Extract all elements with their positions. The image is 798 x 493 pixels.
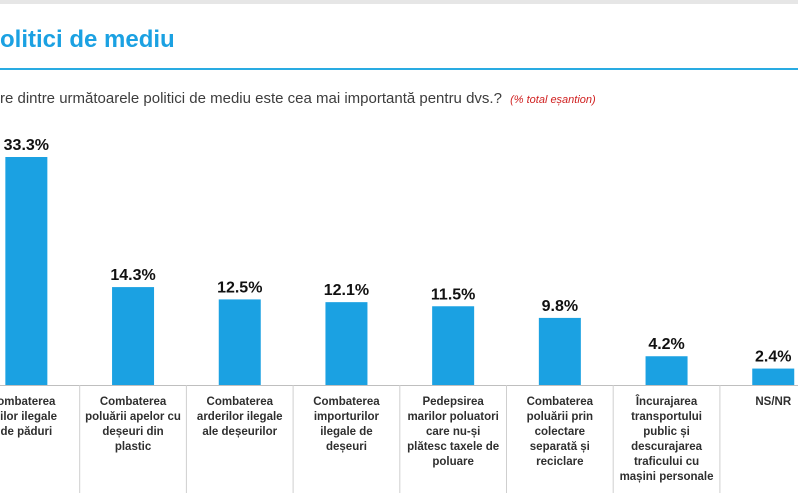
category-label-1: ombaterea rilor ilegale de păduri [0, 396, 57, 438]
bar-6 [538, 317, 581, 385]
value-label-7: 4.2% [648, 336, 684, 353]
category-label-line: reciclare [536, 456, 583, 468]
category-label-8: NS/NR [755, 396, 791, 408]
bar-1 [5, 157, 48, 385]
category-label-line: deșeuri din [102, 426, 163, 438]
category-label-line: traficului cu [634, 456, 699, 468]
value-label-4: 12.1% [324, 282, 369, 299]
category-label-line: care nu-și [426, 426, 480, 438]
category-label-line: rilor ilegale [0, 411, 57, 423]
bar-7 [645, 356, 688, 385]
category-label-line: poluare [432, 456, 474, 468]
category-label-line: public și [643, 426, 690, 438]
title-rule [0, 68, 798, 70]
category-label-line: arderilor ilegale [197, 411, 283, 423]
category-label-line: ombaterea [0, 396, 56, 408]
top-border [0, 0, 798, 4]
category-label-line: Combaterea [527, 396, 594, 408]
question-text: re dintre următoarele politici de mediu … [0, 90, 502, 107]
sample-note: (% total eșantion) [510, 94, 596, 106]
category-label-line: NS/NR [755, 396, 791, 408]
value-label-6: 9.8% [542, 298, 578, 315]
category-label-line: separată și [530, 441, 590, 453]
bar-4 [325, 302, 368, 385]
category-label-line: Combaterea [207, 396, 274, 408]
survey-question: re dintre următoarele politici de mediu … [0, 90, 596, 107]
category-label-line: deșeuri [326, 441, 367, 453]
value-label-8: 2.4% [755, 349, 791, 366]
category-label-line: Combaterea [100, 396, 167, 408]
category-label-line: plătesc taxele de [407, 441, 499, 453]
category-label-4: Combaterea importurilor ilegale de deșeuri [313, 396, 380, 453]
category-label-6: Combaterea poluării prin colectare separată… [527, 396, 594, 468]
value-label-3: 12.5% [217, 279, 262, 296]
category-label-line: mașini personale [620, 471, 714, 483]
category-label-line: marilor poluatori [407, 411, 498, 423]
category-label-line: poluării apelor cu [85, 411, 181, 423]
category-label-line: descurajarea [631, 441, 703, 453]
category-label-line: transportului [631, 411, 702, 423]
bar-8 [752, 368, 795, 385]
category-label-2: Combaterea poluării apelor cu deșeuri din p… [85, 396, 181, 453]
value-label-2: 14.3% [110, 267, 155, 284]
category-label-line: poluării prin [527, 411, 593, 423]
category-label-7: Încurajarea transportului public și descura… [620, 395, 714, 483]
page-title: olitici de mediu [0, 26, 175, 53]
bar-3 [218, 299, 261, 385]
category-label-line: colectare [535, 426, 586, 438]
category-label-line: de păduri [0, 426, 52, 438]
value-label-1: 33.3% [4, 137, 49, 154]
category-label-line: Încurajarea [635, 395, 698, 408]
bar-2 [112, 287, 155, 385]
category-label-line: ale deșeurilor [202, 426, 277, 438]
category-label-line: plastic [115, 441, 152, 453]
category-label-3: Combaterea arderilor ilegale ale deșeurilo… [197, 396, 283, 438]
category-label-5: Pedepsirea marilor poluatori care nu-și plă… [407, 396, 499, 468]
bar-5 [432, 306, 475, 385]
category-label-line: importurilor [314, 411, 380, 423]
category-label-line: ilegale de [320, 426, 372, 438]
category-label-line: Pedepsirea [422, 396, 484, 408]
category-label-line: Combaterea [313, 396, 380, 408]
value-label-5: 11.5% [431, 286, 475, 303]
